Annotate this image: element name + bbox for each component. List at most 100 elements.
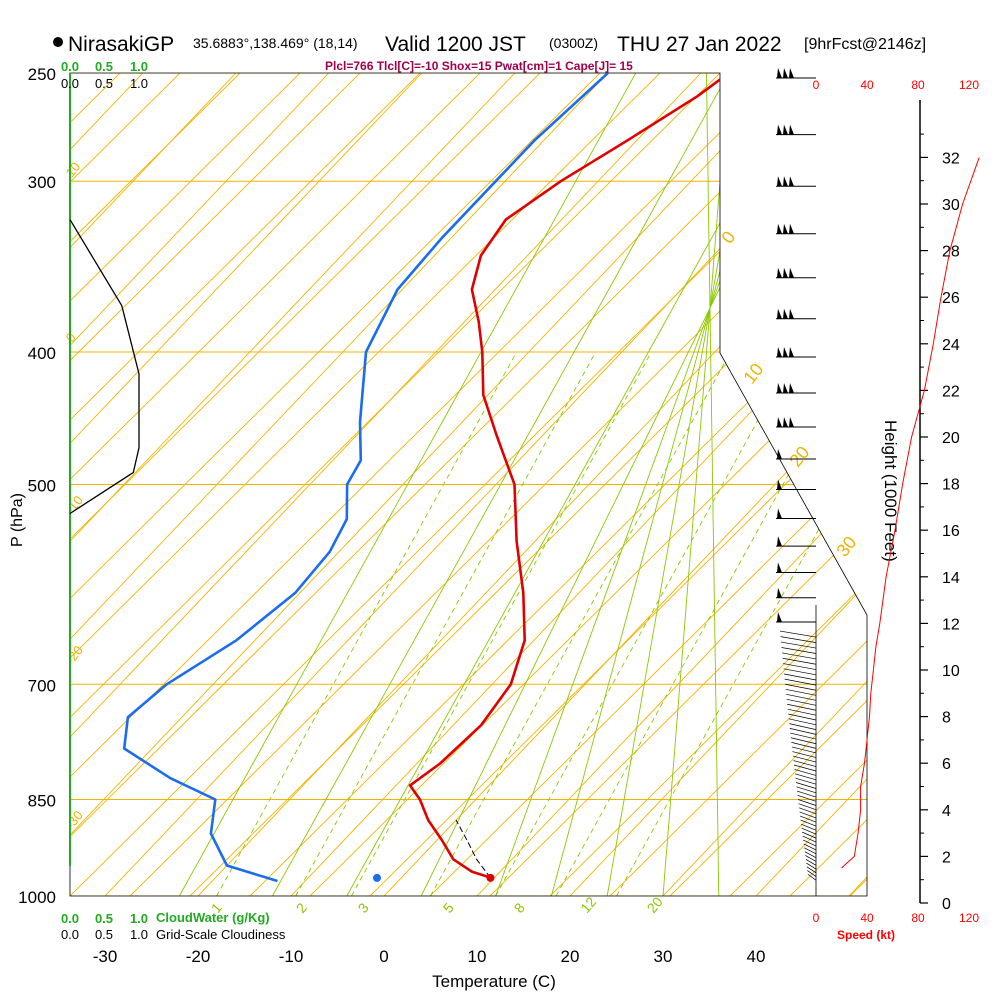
pressure-tick-label: 400: [28, 344, 56, 363]
moist-adiabat-line: [550, 73, 774, 896]
wind-barb-flag: [789, 223, 794, 234]
station-name: NirasakiGP: [68, 33, 174, 56]
dry-adiabat-line: [70, 73, 721, 896]
dry-adiabat-line: [70, 73, 661, 896]
temperature-tick-label: -10: [279, 947, 304, 966]
dry-adiabat-label: 0: [717, 227, 739, 247]
wind-barb-flag: [783, 383, 788, 394]
dry-adiabat-label: 10: [63, 159, 84, 180]
isotherm-line: [70, 73, 237, 896]
wind-barb: [799, 807, 817, 815]
mixing-ratio-line: [616, 351, 867, 896]
surface-dewpoint-point: [372, 873, 381, 882]
moist-adiabat-line: [662, 73, 730, 896]
dry-adiabat-label: 10: [739, 359, 767, 387]
dry-adiabat-line: [489, 73, 867, 896]
temperature-tick-label: 40: [747, 947, 766, 966]
wind-barb: [793, 764, 817, 772]
cloud-water-tick-bottom: 0.5: [95, 911, 113, 926]
isotherm-line: [848, 73, 867, 896]
height-tick-label: 30: [942, 197, 960, 214]
mixing-ratio-line: [495, 351, 796, 896]
wind-barb-flag: [783, 176, 788, 187]
height-tick-label: 16: [942, 523, 960, 540]
dry-adiabat-line: [970, 73, 1000, 896]
y-axis-title: P (hPa): [9, 493, 26, 547]
wind-barb: [780, 636, 817, 643]
dewpoint-profile-line: [122, 73, 609, 883]
mixing-ratio-label: 8: [511, 900, 528, 916]
cloudiness-tick-top: 0.5: [95, 76, 113, 91]
wind-barb: [797, 799, 817, 806]
isotherm-line: [662, 73, 867, 896]
cloudiness-tick-top: 1.0: [130, 76, 148, 91]
moist-adiabat-line: [346, 73, 804, 896]
temperature-tick-label: -20: [186, 947, 211, 966]
wind-barb: [783, 663, 817, 670]
wind-barb-flag: [783, 124, 788, 135]
isotherm-line: [569, 73, 867, 896]
dry-adiabat-label: 30: [832, 532, 860, 560]
wind-barb-flag: [777, 176, 782, 187]
wind-barb-flag: [777, 68, 782, 78]
wind-barb-flag: [783, 223, 788, 234]
wind-barb-flag: [789, 308, 794, 319]
valid-date: THU 27 Jan 2022: [617, 33, 782, 56]
valid-utc: (0300Z): [549, 35, 598, 51]
wind-barb: [806, 862, 817, 870]
dry-adiabat-line: [549, 73, 867, 896]
wind-barb: [785, 683, 817, 691]
wind-barb: [786, 694, 817, 701]
dry-adiabat-line: [70, 73, 241, 896]
cloudiness-tick-top: 0.0: [61, 76, 79, 91]
dry-adiabat-label: 20: [785, 442, 813, 470]
dry-adiabat-line: [609, 73, 867, 896]
wind-barb: [806, 866, 817, 874]
height-tick-label: 18: [942, 477, 960, 494]
cloudiness-tick-bottom: 1.0: [130, 927, 148, 942]
wind-barb-flag: [777, 587, 782, 598]
wind-barb: [790, 737, 817, 745]
wind-barb: [802, 831, 817, 839]
temperature-tick-label: 30: [654, 947, 673, 966]
height-tick-label: 32: [942, 150, 960, 167]
wind-barb: [795, 782, 817, 789]
mixing-ratio-line: [295, 351, 597, 896]
wind-barb: [805, 855, 817, 862]
dry-adiabat-line: [70, 73, 781, 896]
isotherm-line: [70, 73, 609, 896]
wind-barb-flag: [783, 308, 788, 319]
wind-barb: [801, 827, 817, 835]
isotherm-line: [70, 73, 330, 896]
wind-barb-flag: [777, 536, 782, 547]
cloud-water-tick-bottom: 1.0: [130, 911, 148, 926]
pressure-tick-label: 300: [28, 173, 56, 192]
plot-frame: [69, 72, 868, 897]
wind-barb: [791, 742, 817, 749]
dry-adiabat-label: -20: [63, 643, 86, 667]
wind-barb: [791, 746, 817, 754]
moist-adiabat-line: [179, 73, 637, 896]
wind-barb: [795, 777, 817, 785]
wind-barb-flag: [789, 68, 794, 78]
wind-barb: [794, 773, 817, 781]
height-axis-title: Height (1000 Feet): [881, 420, 900, 562]
height-tick-label: 14: [942, 570, 960, 587]
wind-barb-flag: [789, 416, 794, 427]
mixing-ratio-label: 3: [354, 900, 371, 916]
wind-barb-flag: [789, 267, 794, 278]
height-tick-label: 4: [942, 803, 951, 820]
dry-adiabat-line: [189, 73, 867, 896]
mixing-ratio-label: 12: [577, 894, 599, 916]
wind-barb-flag: [789, 124, 794, 135]
wind-barb: [789, 728, 817, 735]
dry-adiabat-line: [309, 73, 867, 896]
mixing-ratio-line: [351, 351, 652, 896]
wind-barb: [787, 708, 817, 716]
forecast-info: [9hrFcst@2146z]: [804, 36, 926, 53]
wind-barb: [788, 718, 817, 726]
wind-barb-flag: [789, 176, 794, 187]
mixing-ratio-label: 5: [440, 900, 457, 916]
temperature-tick-label: 20: [561, 947, 580, 966]
